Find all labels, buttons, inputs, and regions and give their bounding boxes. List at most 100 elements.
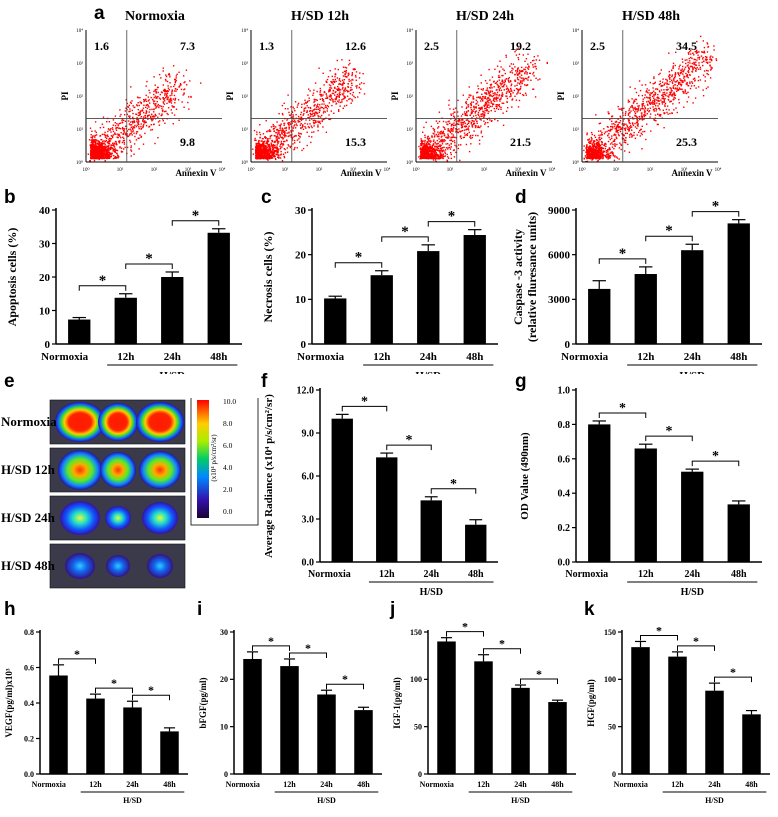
colorbar-unit: (x10⁴ p/s/cm²/sr) xyxy=(210,434,218,482)
category-label: 12h xyxy=(638,569,654,580)
significance-star: * xyxy=(730,665,736,679)
significance-bracket xyxy=(427,221,476,227)
x-axis-label: Annexin V xyxy=(505,168,547,178)
y-tick-label: 0 xyxy=(301,339,307,351)
y-tick-label: 100 xyxy=(604,675,616,684)
category-label: Normoxia xyxy=(41,351,89,363)
bioluminescence-heatmap: Normoxia H/SD 12h H/SD 24h H/SD 48h 10.0 8.0… xyxy=(1,398,259,589)
y-tick-label: 10⁴ xyxy=(406,28,413,34)
chart-vegf: 0.0 0.2 0.4 0.6 0.8 * * * Normoxia 12h 24h 48h H/SD V… xyxy=(4,628,188,805)
significance-star: * xyxy=(656,623,662,637)
group-label: H/SD xyxy=(681,587,704,598)
heatmap-blob xyxy=(139,451,181,489)
significance-bracket xyxy=(171,220,220,226)
significance-bracket xyxy=(691,211,740,217)
panel-label-h: h xyxy=(4,599,16,620)
y-tick-label: 6.0 xyxy=(302,472,315,483)
y-axis-label: PI xyxy=(556,91,566,100)
bar xyxy=(354,710,373,774)
heatmap-blob xyxy=(58,450,102,490)
significance-star: * xyxy=(666,424,673,439)
y-tick-label: 0 xyxy=(45,339,51,351)
category-label: 12h xyxy=(637,351,654,363)
significance-star: * xyxy=(499,637,505,651)
bar xyxy=(123,707,142,774)
bar xyxy=(420,500,442,562)
y-tick-label: 9.0 xyxy=(302,429,315,440)
y-tick-label: 1.0 xyxy=(558,386,571,397)
significance-bracket xyxy=(252,645,290,651)
y-tick-label: 30 xyxy=(220,628,228,637)
colorbar-tick: 10.0 xyxy=(223,398,236,406)
colorbar-tick: 0.0 xyxy=(223,507,233,516)
bar xyxy=(114,297,137,344)
y-tick-label: 0.2 xyxy=(558,523,571,534)
x-axis-label: Annexin V xyxy=(175,168,217,178)
category-label: 24h xyxy=(320,780,333,789)
bar xyxy=(634,274,657,344)
x-tick-label: 10³ xyxy=(350,167,357,173)
y-tick-label: 10² xyxy=(77,94,84,100)
y-axis-label: OD Value (490nm) xyxy=(519,432,531,520)
bar xyxy=(207,232,230,344)
category-label: 48h xyxy=(468,569,484,580)
y-tick-label: 10¹ xyxy=(242,127,249,133)
bar xyxy=(511,687,530,774)
bar xyxy=(160,731,179,774)
significance-bracket xyxy=(125,263,173,269)
y-tick-label: 0.4 xyxy=(558,489,571,500)
bar xyxy=(631,647,650,774)
quadrant-ul-value: 2.5 xyxy=(590,39,605,53)
panel-label-d: d xyxy=(515,187,527,208)
bar xyxy=(668,656,687,774)
x-axis-label: Annexin V xyxy=(340,168,382,178)
category-label: 12h xyxy=(117,351,134,363)
y-tick-label: 10³ xyxy=(242,61,249,67)
y-tick-label: 10 xyxy=(295,294,307,306)
heatmap-blob xyxy=(100,452,136,488)
y-axis-label: Apoptosis cells (%) xyxy=(5,228,19,327)
group-label: H/SD xyxy=(511,796,530,805)
category-label: 24h xyxy=(684,351,701,363)
significance-star: * xyxy=(401,224,409,240)
flow-dots xyxy=(87,65,202,162)
group-label: H/SD xyxy=(317,796,336,805)
quadrant-lr-value: 15.3 xyxy=(345,135,366,149)
bar xyxy=(634,448,657,562)
bar xyxy=(324,298,347,344)
y-tick-label: 0.0 xyxy=(24,770,34,779)
significance-bracket xyxy=(289,652,327,658)
x-tick-label: 10¹ xyxy=(117,167,124,173)
panel-label-k: k xyxy=(584,599,595,620)
significance-star: * xyxy=(361,394,368,409)
group-label: H/SD xyxy=(123,796,142,805)
significance-bracket xyxy=(58,658,96,664)
y-axis-label: Caspase -3 activity xyxy=(512,229,525,325)
bar xyxy=(280,666,299,774)
bar xyxy=(243,658,262,774)
chart-radiance: 0.0 3.0 6.0 9.0 12.0 * * * Normoxia 12h 24h 48h H/SD… xyxy=(263,386,498,598)
bar xyxy=(463,235,486,344)
colorbar-tick: 6.0 xyxy=(223,441,233,450)
bar xyxy=(49,675,68,774)
significance-bracket xyxy=(132,694,170,701)
x-tick-label: 10³ xyxy=(515,167,522,173)
bar xyxy=(705,690,724,774)
y-tick-label: 20 xyxy=(39,272,51,284)
bar xyxy=(474,661,493,774)
category-label: 12h xyxy=(89,780,102,789)
heatmap-blob xyxy=(105,506,131,530)
heatmap-row-label: Normoxia xyxy=(1,414,57,429)
significance-bracket xyxy=(691,460,740,467)
x-tick-label: 10² xyxy=(647,167,654,173)
heatmap-row: H/SD 24h xyxy=(1,495,186,541)
x-tick-label: 10² xyxy=(151,167,158,173)
group-label: H/SD xyxy=(159,370,185,374)
y-tick-label: 0 xyxy=(612,770,616,779)
chart-hgf: 0 50 100 150 * * * Normoxia 12h 24h 48h H/SD HGF(pg/… xyxy=(586,623,770,805)
significance-star: * xyxy=(305,641,311,655)
quadrant-ul-value: 1.6 xyxy=(94,39,109,53)
quadrant-ul-value: 1.3 xyxy=(259,39,274,53)
x-tick-label: 10⁰ xyxy=(247,167,254,173)
x-tick-label: 10⁴ xyxy=(384,167,391,173)
